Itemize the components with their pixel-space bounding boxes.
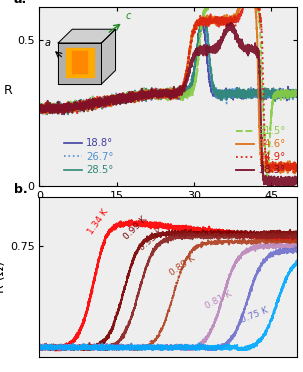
Text: 0.89 K: 0.89 K: [168, 254, 197, 278]
Text: b.: b.: [14, 183, 27, 196]
Legend: 31.5°, 34.6°, 34.9°, 38.3°: 31.5°, 34.6°, 34.9°, 38.3°: [232, 122, 289, 179]
Text: 1.34 K: 1.34 K: [86, 208, 110, 236]
Y-axis label: R: R: [4, 84, 13, 97]
Text: a.: a.: [14, 0, 27, 6]
Text: 0.75 K: 0.75 K: [239, 306, 269, 325]
Y-axis label: R (Ω): R (Ω): [0, 261, 7, 293]
Text: 0.99 K: 0.99 K: [122, 215, 149, 242]
Text: 0.95 K: 0.95 K: [138, 227, 165, 253]
Text: 0.81 K: 0.81 K: [204, 290, 233, 311]
X-axis label: $\mu_0H$ (T): $\mu_0H$ (T): [145, 206, 191, 224]
